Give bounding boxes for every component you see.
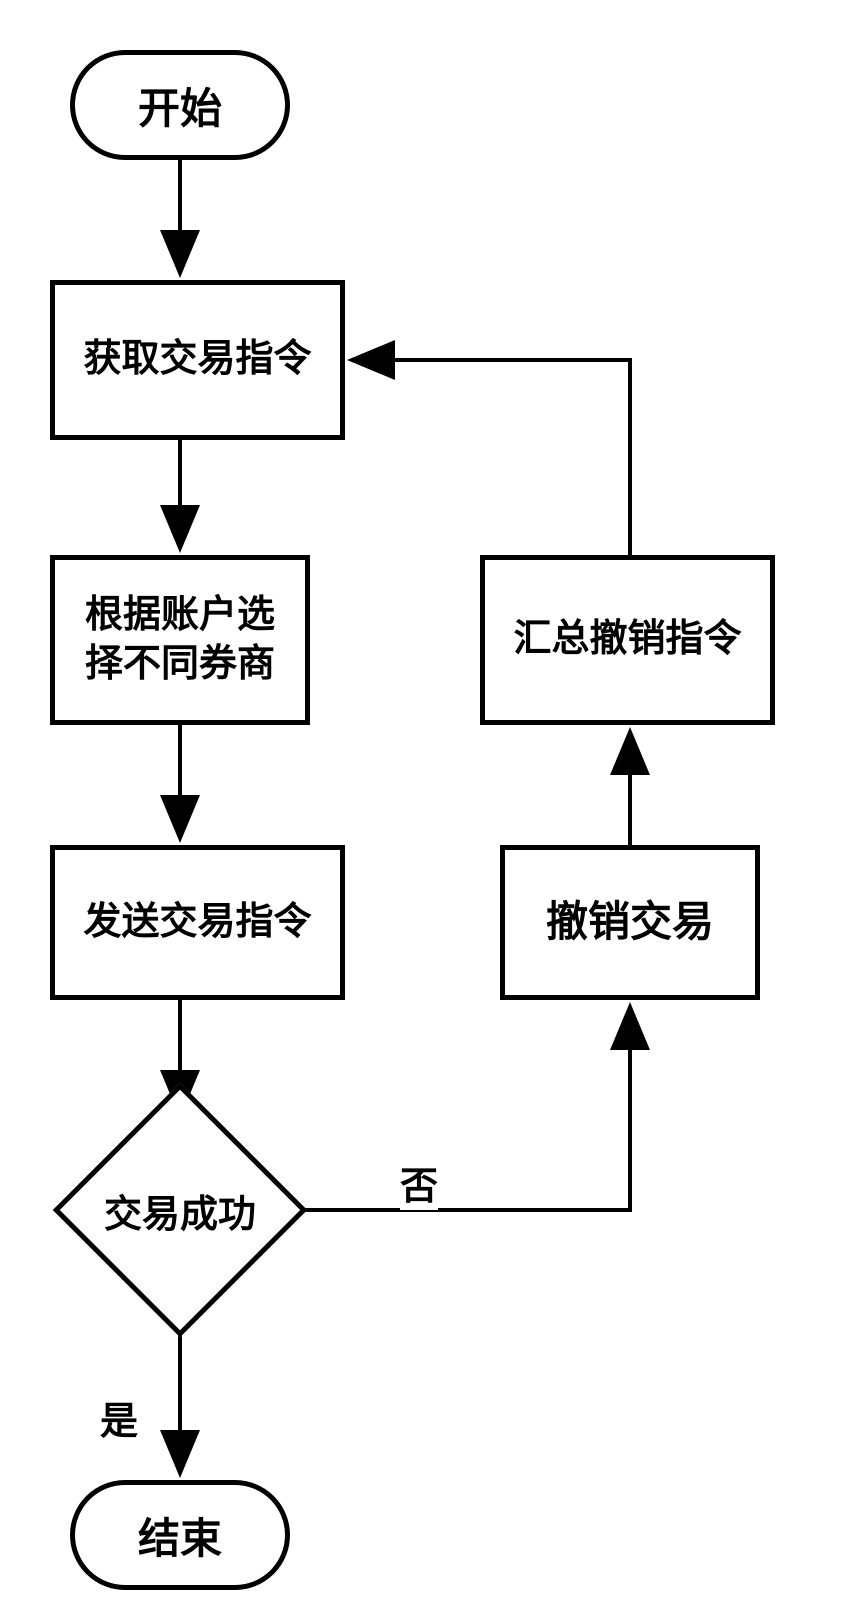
- process-get-order-label: 获取交易指令: [83, 335, 311, 384]
- edge-label-no-text: 否: [400, 1166, 438, 1208]
- edge-label-yes: 是: [100, 1390, 138, 1445]
- decision-success-label: 交易成功: [104, 1183, 256, 1238]
- process-cancel-trade: 撤销交易: [500, 845, 760, 1000]
- process-summarize-cancel: 汇总撤销指令: [480, 555, 775, 725]
- process-select-broker: 根据账户选择不同券商: [50, 555, 310, 725]
- process-send-order: 发送交易指令: [50, 845, 345, 1000]
- edge-label-no: 否: [400, 1155, 438, 1210]
- start-label: 开始: [138, 75, 222, 136]
- end-node: 结束: [70, 1480, 290, 1590]
- flowchart-canvas: 开始 获取交易指令 根据账户选择不同券商 发送交易指令 交易成功 撤销交易 汇总…: [0, 0, 852, 1614]
- process-select-broker-label: 根据账户选择不同券商: [85, 591, 275, 690]
- process-send-order-label: 发送交易指令: [83, 898, 311, 947]
- start-node: 开始: [70, 50, 290, 160]
- edges-layer: [0, 0, 852, 1614]
- process-cancel-trade-label: 撤销交易: [546, 895, 714, 950]
- decision-success: 交易成功: [90, 1120, 270, 1300]
- process-get-order: 获取交易指令: [50, 280, 345, 440]
- end-label: 结束: [138, 1505, 222, 1566]
- process-summarize-cancel-label: 汇总撤销指令: [513, 615, 741, 664]
- decision-label-wrap: 交易成功: [50, 1080, 310, 1340]
- edge-label-yes-text: 是: [100, 1401, 138, 1443]
